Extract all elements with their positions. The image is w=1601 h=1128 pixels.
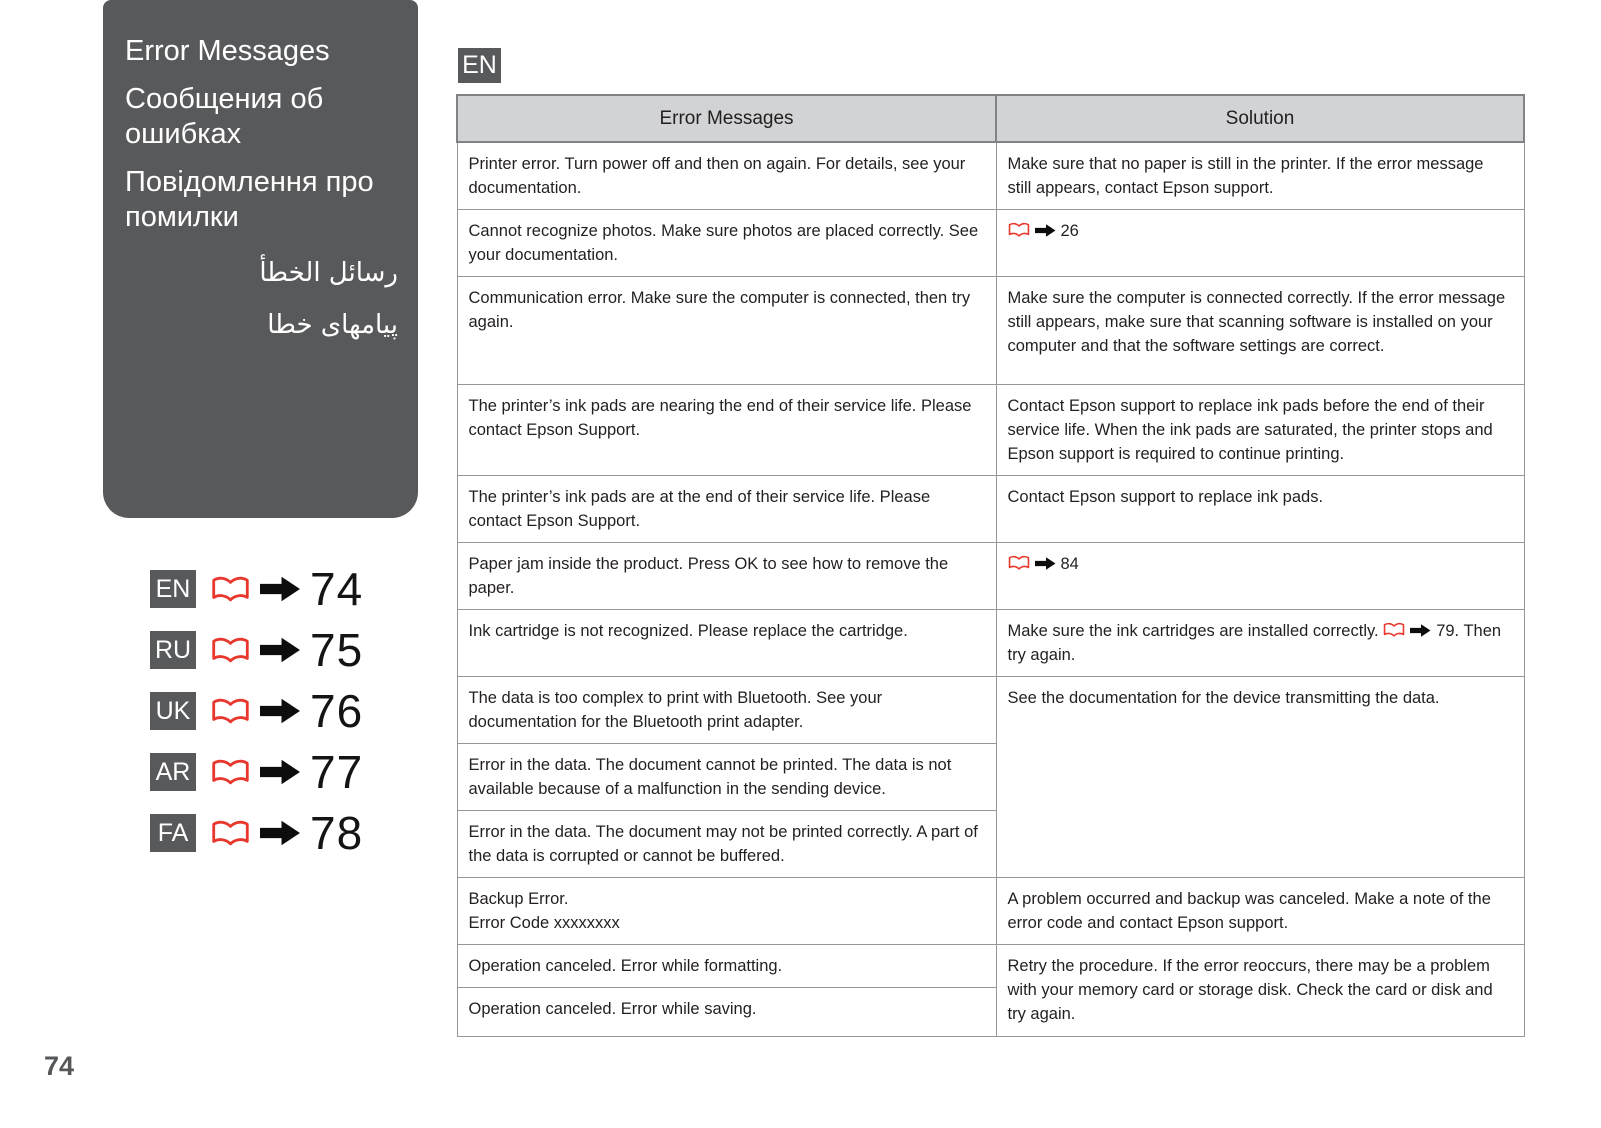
- error-message-cell: Communication error. Make sure the compu…: [456, 276, 997, 385]
- language-page-index: EN 74 RU 75 UK 76 AR 77 FA 78: [150, 563, 364, 859]
- book-icon: [212, 576, 249, 601]
- table-row: Paper jam inside the product. Press OK t…: [456, 542, 1525, 610]
- table-row: Operation canceled. Error while saving.: [456, 987, 1524, 1037]
- panel-title-uk: Повідомлення про помилки: [125, 166, 374, 233]
- error-message-cell: Cannot recognize photos. Make sure photo…: [456, 209, 997, 277]
- solution-cell: Contact Epson support to replace ink pad…: [995, 384, 1525, 476]
- arrow-icon: [260, 698, 300, 724]
- table-row: The data is too complex to print with Bl…: [456, 676, 1525, 878]
- error-message-cell: Operation canceled. Error while formatti…: [456, 944, 997, 988]
- page-reference: 84: [1060, 555, 1079, 573]
- arrow-icon: [260, 637, 300, 663]
- solution-cell: Retry the procedure. If the error reoccu…: [995, 944, 1525, 1037]
- section-language-badge: EN: [458, 48, 501, 83]
- lang-index-row-ru[interactable]: RU 75: [150, 624, 364, 676]
- book-icon: [212, 637, 249, 662]
- error-message-cell: Ink cartridge is not recognized. Please …: [456, 609, 997, 677]
- arrow-icon: [260, 576, 300, 602]
- lang-index-row-uk[interactable]: UK 76: [150, 685, 364, 737]
- table-row: Cannot recognize photos. Make sure photo…: [456, 209, 1525, 277]
- error-message-cell: Backup Error. Error Code xxxxxxxx: [456, 877, 997, 945]
- lang-badge-ru: RU: [150, 631, 196, 669]
- panel-title-fa: پیامهای خطا: [267, 310, 398, 340]
- table-row: The printer’s ink pads are nearing the e…: [456, 384, 1525, 476]
- col-header-error-messages: Error Messages: [456, 94, 997, 143]
- lang-badge-en: EN: [150, 570, 196, 608]
- solution-cell: Make sure the computer is connected corr…: [995, 276, 1525, 385]
- arrow-icon: [260, 820, 300, 846]
- page-ref-en: 74: [310, 563, 364, 615]
- arrow-icon: [1034, 557, 1055, 570]
- lang-index-row-fa[interactable]: FA 78: [150, 807, 364, 859]
- page-number: 74: [44, 1051, 75, 1081]
- table-row: Operation canceled. Error while formatti…: [456, 944, 1525, 1037]
- table-row: Backup Error. Error Code xxxxxxxx A prob…: [456, 877, 1525, 945]
- page-ref-uk: 76: [310, 685, 364, 737]
- page-reference: 79.: [1436, 622, 1460, 640]
- table-row: Error in the data. The document cannot b…: [456, 743, 1524, 811]
- panel-title-ar: رسائل الخطأ: [259, 258, 398, 288]
- table-row: Ink cartridge is not recognized. Please …: [456, 609, 1525, 677]
- page-ref-ar: 77: [310, 746, 364, 798]
- table-row: Printer error. Turn power off and then o…: [456, 141, 1525, 210]
- book-icon: [212, 759, 249, 784]
- solution-cell: Contact Epson support to replace ink pad…: [995, 475, 1525, 543]
- table-header-row: Error Messages Solution: [456, 94, 1525, 143]
- solution-cell: See the documentation for the device tra…: [995, 676, 1525, 878]
- error-message-cell: Error in the data. The document may not …: [456, 810, 997, 878]
- table-row: Error in the data. The document may not …: [456, 810, 1524, 878]
- book-icon: [1008, 555, 1029, 570]
- solution-cell: 84: [995, 542, 1525, 610]
- lang-index-row-ar[interactable]: AR 77: [150, 746, 364, 798]
- language-titles-panel: Error Messages Сообщения об ошибках Пові…: [103, 0, 418, 518]
- panel-title-en: Error Messages: [125, 35, 330, 67]
- book-icon: [1383, 622, 1405, 637]
- error-message-cell: The printer’s ink pads are nearing the e…: [456, 384, 997, 476]
- arrow-icon: [1410, 624, 1431, 637]
- page-reference: 26: [1060, 222, 1079, 240]
- solution-cell: Make sure the ink cartridges are install…: [995, 609, 1525, 677]
- error-message-cell: The data is too complex to print with Bl…: [456, 676, 997, 744]
- error-messages-table: Error Messages Solution Printer error. T…: [456, 94, 1525, 1037]
- lang-index-row-en[interactable]: EN 74: [150, 563, 364, 615]
- error-message-cell: Paper jam inside the product. Press OK t…: [456, 542, 997, 610]
- error-message-cell: Error in the data. The document cannot b…: [456, 743, 997, 811]
- error-message-cell: Operation canceled. Error while saving.: [456, 987, 997, 1037]
- table-row: The printer’s ink pads are at the end of…: [456, 475, 1525, 543]
- lang-badge-fa: FA: [150, 814, 196, 852]
- book-icon: [1008, 222, 1029, 237]
- error-message-cell: The printer’s ink pads are at the end of…: [456, 475, 997, 543]
- solution-cell: A problem occurred and backup was cancel…: [995, 877, 1525, 945]
- book-icon: [212, 698, 249, 723]
- table-row: Communication error. Make sure the compu…: [456, 276, 1525, 385]
- solution-cell: 26: [995, 209, 1525, 277]
- col-header-solution: Solution: [995, 94, 1525, 143]
- arrow-icon: [1034, 224, 1055, 237]
- arrow-icon: [260, 759, 300, 785]
- book-icon: [212, 820, 249, 845]
- page-ref-fa: 78: [310, 807, 364, 859]
- lang-badge-ar: AR: [150, 753, 196, 791]
- error-message-cell: Printer error. Turn power off and then o…: [456, 141, 997, 210]
- panel-title-ru: Сообщения об ошибках: [125, 83, 324, 150]
- lang-badge-uk: UK: [150, 692, 196, 730]
- solution-cell: Make sure that no paper is still in the …: [995, 141, 1525, 210]
- page-ref-ru: 75: [310, 624, 364, 676]
